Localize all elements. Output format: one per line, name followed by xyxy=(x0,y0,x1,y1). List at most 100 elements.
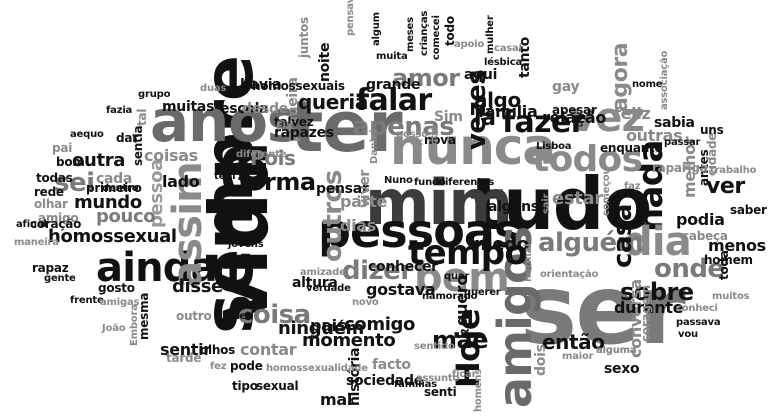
word-cloud-term: assunto xyxy=(416,373,460,384)
word-cloud-term: coisa xyxy=(238,300,311,330)
word-cloud-term: João xyxy=(102,323,126,334)
word-cloud-term: alguma xyxy=(596,345,637,356)
word-cloud-term: algo xyxy=(474,88,521,112)
word-cloud-term: fim xyxy=(244,287,262,298)
word-cloud-term: outras xyxy=(626,126,683,145)
word-cloud-term: cabeça xyxy=(682,229,728,243)
word-cloud-term: pessoas xyxy=(318,204,521,258)
word-cloud-term: durante xyxy=(614,298,684,317)
word-cloud-term: vez xyxy=(570,95,645,141)
word-cloud-term: nome xyxy=(632,79,663,90)
word-cloud-term: dar xyxy=(116,131,138,145)
word-cloud-term: ainda xyxy=(96,245,218,291)
word-cloud-term: pais xyxy=(310,316,346,335)
word-cloud-term: sociedade xyxy=(346,373,424,389)
word-cloud-term: muitas xyxy=(162,99,215,115)
word-cloud-term: grupo xyxy=(138,89,171,100)
word-cloud-term: fiquei xyxy=(218,311,250,322)
word-cloud-term: medo xyxy=(474,234,529,255)
word-cloud-term: juntos xyxy=(297,17,311,58)
word-cloud-term: associação xyxy=(659,50,670,110)
word-cloud-term: muita xyxy=(376,51,408,62)
word-cloud-term: queria xyxy=(298,90,368,114)
word-cloud-term: sair xyxy=(541,193,552,214)
word-cloud-term: relação xyxy=(542,108,607,127)
word-cloud-term: passava xyxy=(676,317,721,328)
word-cloud-term: fazer xyxy=(502,105,586,140)
word-cloud-term: Lisboa xyxy=(536,141,572,152)
word-cloud-term: altura xyxy=(292,275,338,291)
word-cloud-term: comigo xyxy=(344,314,416,335)
word-cloud-term: Daniel xyxy=(369,129,380,164)
word-cloud-term: facto xyxy=(372,357,411,373)
word-cloud-term: apesar xyxy=(552,103,597,117)
word-cloud-term: vou xyxy=(678,329,698,340)
word-cloud-term: gay xyxy=(552,79,580,95)
word-cloud-term: ter xyxy=(290,86,403,168)
word-cloud-term: afinal xyxy=(16,219,47,230)
word-cloud-term: uns xyxy=(700,123,724,137)
word-cloud-term: casa xyxy=(608,204,638,268)
word-cloud-term: novo xyxy=(352,297,379,308)
word-cloud-term: pensava xyxy=(345,0,356,36)
word-cloud-term: rapariga xyxy=(652,161,708,175)
word-cloud-term: ser xyxy=(520,254,686,366)
word-cloud-term: dois xyxy=(533,344,549,376)
word-cloud-term: sexo xyxy=(604,361,640,377)
word-cloud-term: lá xyxy=(474,106,496,131)
word-cloud-term: quer xyxy=(444,271,470,282)
word-cloud-term: ia xyxy=(634,217,644,228)
word-cloud-term: pensar xyxy=(316,181,369,197)
word-cloud-term: amigas xyxy=(100,297,140,308)
word-cloud-term: estar xyxy=(552,188,603,209)
word-cloud-term: nunca xyxy=(390,118,556,176)
word-cloud-term: sobre xyxy=(620,278,694,306)
word-cloud-term: toda xyxy=(717,250,731,280)
word-cloud-term: ex xyxy=(410,137,423,148)
word-cloud-term: ano xyxy=(224,259,245,270)
word-cloud-term: apoio xyxy=(454,39,485,50)
word-cloud-term: tipo xyxy=(232,379,258,393)
word-cloud-term: sexual xyxy=(256,379,299,393)
word-cloud-term: podia xyxy=(676,210,725,229)
word-cloud-term: saber xyxy=(730,203,767,217)
word-cloud-term: havia xyxy=(240,77,282,93)
word-cloud-term: senti xyxy=(424,385,457,399)
word-cloud-term: dizer xyxy=(342,256,413,286)
word-cloud-term: outra xyxy=(72,150,126,171)
word-cloud-term: orientação xyxy=(540,269,599,280)
word-cloud-term: comecei xyxy=(431,15,442,60)
word-cloud-term: parte xyxy=(340,192,388,211)
word-cloud-term: olhar xyxy=(34,197,68,211)
word-cloud-term: diferentes xyxy=(438,177,495,188)
word-cloud-term: menos xyxy=(708,236,766,255)
word-cloud-term: fundo xyxy=(414,177,446,188)
word-cloud-term: nova xyxy=(424,133,456,147)
word-cloud-term: fez xyxy=(210,361,227,372)
word-cloud-term: lésbica xyxy=(484,57,523,68)
word-cloud-term: desde xyxy=(242,101,288,117)
word-cloud-term: sei xyxy=(54,168,95,198)
word-cloud-term: sentir xyxy=(160,340,211,359)
word-cloud-term: tal xyxy=(135,108,149,126)
word-cloud-term: dentro xyxy=(102,183,139,194)
word-cloud-term: amor xyxy=(392,64,460,92)
word-cloud-term: maneira xyxy=(14,237,59,248)
word-cloud-term: passar xyxy=(664,137,701,148)
word-cloud-term: pode xyxy=(230,359,263,373)
word-cloud-term: faz xyxy=(624,181,641,192)
word-cloud-term: sabia xyxy=(654,115,695,131)
word-cloud-term: mal xyxy=(320,390,352,409)
word-cloud-term: pouco xyxy=(96,206,156,227)
word-cloud-term: rapaz xyxy=(32,261,69,275)
word-cloud-term: alguma xyxy=(596,345,637,356)
word-cloud-term: posso xyxy=(396,129,428,140)
word-cloud-term: ninguém xyxy=(278,318,364,339)
word-cloud-term: amigo xyxy=(38,211,79,225)
word-cloud-term: talvez xyxy=(274,115,314,129)
word-cloud-term: feliz xyxy=(614,104,651,123)
word-cloud-term: crianças xyxy=(419,10,430,56)
word-cloud-term: história xyxy=(347,347,363,406)
word-cloud-term: onde xyxy=(654,254,725,284)
word-cloud-term: sido xyxy=(429,125,440,148)
